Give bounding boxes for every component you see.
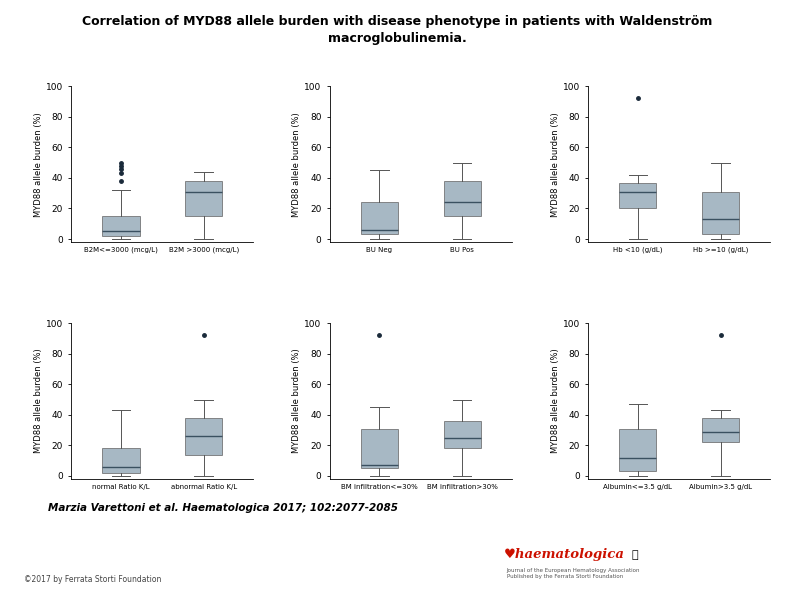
PathPatch shape: [360, 428, 398, 468]
PathPatch shape: [360, 202, 398, 234]
PathPatch shape: [102, 216, 140, 236]
Text: ©2017 by Ferrata Storti Foundation: ©2017 by Ferrata Storti Foundation: [24, 575, 161, 584]
Text: Journal of the European Hematology Association
Published by the Ferrata Storti F: Journal of the European Hematology Assoc…: [507, 568, 640, 580]
Y-axis label: MYD88 allele burden (%): MYD88 allele burden (%): [292, 112, 302, 217]
PathPatch shape: [702, 418, 739, 442]
Y-axis label: MYD88 allele burden (%): MYD88 allele burden (%): [292, 349, 302, 453]
Y-axis label: MYD88 allele burden (%): MYD88 allele burden (%): [551, 349, 560, 453]
Y-axis label: MYD88 allele burden (%): MYD88 allele burden (%): [551, 112, 560, 217]
PathPatch shape: [444, 181, 481, 216]
Text: Marzia Varettoni et al. Haematologica 2017; 102:2077-2085: Marzia Varettoni et al. Haematologica 20…: [48, 503, 398, 513]
Text: 🐟: 🐟: [631, 550, 638, 559]
Y-axis label: MYD88 allele burden (%): MYD88 allele burden (%): [34, 349, 43, 453]
PathPatch shape: [619, 428, 657, 471]
Y-axis label: MYD88 allele burden (%): MYD88 allele burden (%): [34, 112, 43, 217]
PathPatch shape: [619, 183, 657, 208]
PathPatch shape: [185, 181, 222, 216]
Text: Correlation of MYD88 allele burden with disease phenotype in patients with Walde: Correlation of MYD88 allele burden with …: [82, 15, 712, 45]
PathPatch shape: [185, 418, 222, 455]
PathPatch shape: [102, 449, 140, 473]
PathPatch shape: [444, 421, 481, 449]
PathPatch shape: [702, 192, 739, 234]
Text: ♥haematologica: ♥haematologica: [504, 548, 625, 561]
